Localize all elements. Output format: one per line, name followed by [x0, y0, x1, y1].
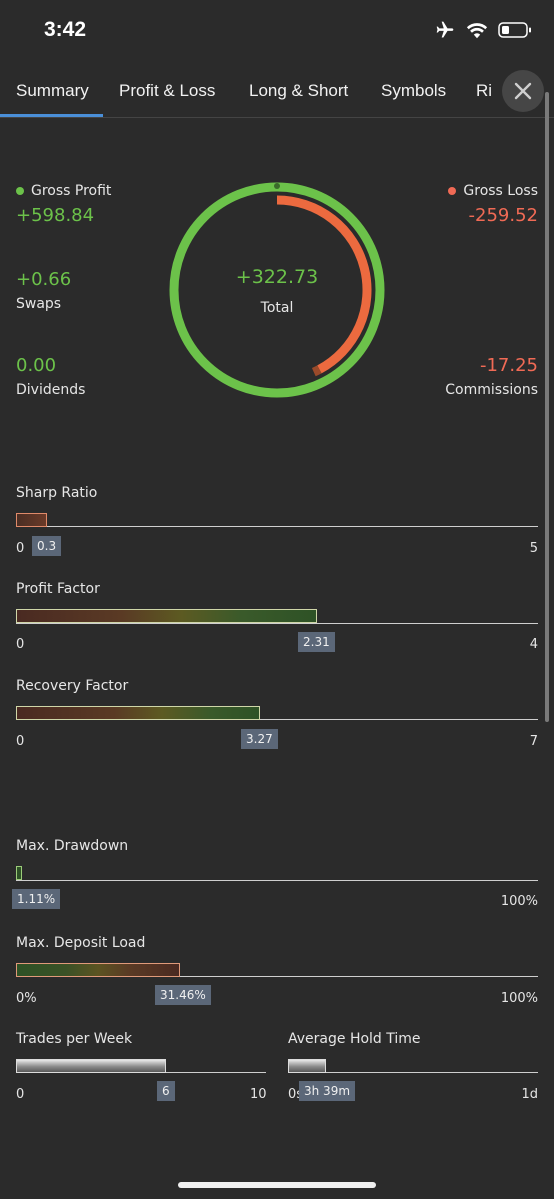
- max-drawdown-value-tag: 1.11%: [12, 889, 61, 909]
- max-deposit-load-title: Max. Deposit Load: [16, 935, 146, 951]
- max-drawdown-bar: [16, 866, 22, 880]
- trades-per-week-title: Trades per Week: [16, 1031, 133, 1047]
- status-icons: [434, 20, 532, 40]
- trades-per-week-value-tag: 6: [157, 1081, 175, 1101]
- dividends-value: 0.00: [16, 355, 57, 376]
- swaps-label: Swaps: [16, 296, 62, 312]
- tab-summary[interactable]: Summary: [16, 81, 89, 100]
- recovery-factor-title: Recovery Factor: [16, 678, 129, 694]
- avg-hold-time-max: 1d: [521, 1087, 538, 1102]
- gross-profit-label: Gross Profit: [31, 183, 112, 199]
- avg-hold-time-track: [288, 1072, 538, 1073]
- profit-loss-donut: [169, 182, 385, 398]
- home-indicator[interactable]: [178, 1182, 376, 1188]
- recovery-factor-bar: [16, 706, 260, 720]
- trades-per-week-max: 10: [250, 1087, 267, 1102]
- sharp-ratio-bar: [16, 513, 47, 527]
- tab-long-short[interactable]: Long & Short: [249, 81, 349, 100]
- recovery-factor-max: 7: [529, 734, 538, 749]
- scrollbar[interactable]: [545, 92, 549, 722]
- tab-symbols[interactable]: Symbols: [381, 81, 447, 100]
- recovery-factor-track: [16, 719, 538, 720]
- tab-bar: Summary Profit & Loss Long & Short Symbo…: [0, 60, 554, 118]
- gross-profit-legend: Gross Profit: [16, 183, 111, 199]
- commissions-label: Commissions: [445, 382, 538, 398]
- recovery-factor-value-tag: 3.27: [241, 729, 278, 749]
- profit-dot-icon: [16, 187, 24, 195]
- sharp-ratio-title: Sharp Ratio: [16, 485, 98, 501]
- trades-per-week-bar: [16, 1059, 166, 1073]
- donut-profit-cap: [274, 183, 280, 189]
- gross-profit-value: +598.84: [16, 205, 95, 226]
- recovery-factor-min: 0: [16, 734, 25, 749]
- active-tab-indicator: [0, 114, 103, 117]
- max-deposit-load-track: [16, 976, 538, 977]
- loss-dot-icon: [448, 187, 457, 195]
- max-drawdown-title: Max. Drawdown: [16, 838, 129, 854]
- total-value: +322.73: [235, 266, 319, 288]
- gross-loss-value: -259.52: [468, 205, 538, 226]
- avg-hold-time-value-tag: 3h 39m: [299, 1081, 356, 1101]
- profit-factor-value-tag: 2.31: [298, 632, 335, 652]
- profit-factor-min: 0: [16, 637, 25, 652]
- profit-factor-track: [16, 623, 538, 624]
- profit-factor-title: Profit Factor: [16, 581, 100, 597]
- total-label: Total: [260, 300, 294, 316]
- battery-icon: [498, 22, 531, 38]
- max-deposit-load-value-tag: 31.46%: [155, 985, 211, 1005]
- sharp-ratio-track: [16, 526, 538, 527]
- sharp-ratio-max: 5: [529, 541, 538, 556]
- profit-factor-max: 4: [529, 637, 538, 652]
- status-time: 3:42: [44, 18, 87, 41]
- trades-per-week-min: 0: [16, 1087, 25, 1102]
- sharp-ratio-min: 0: [16, 541, 25, 556]
- donut-loss-arc: [276, 195, 372, 374]
- max-deposit-load-max: 100%: [500, 991, 538, 1006]
- tab-profit-loss[interactable]: Profit & Loss: [119, 81, 216, 100]
- tab-divider: [0, 117, 554, 118]
- donut-profit-ring: [169, 182, 385, 398]
- tab-risks[interactable]: Ri: [476, 81, 493, 100]
- gross-loss-label: Gross Loss: [463, 183, 538, 199]
- max-deposit-load-bar: [16, 963, 180, 977]
- avg-hold-time-bar: [288, 1059, 326, 1073]
- max-drawdown-max: 100%: [500, 894, 538, 909]
- wifi-icon: [466, 23, 488, 39]
- max-deposit-load-min: 0%: [16, 991, 37, 1006]
- gross-loss-legend: Gross Loss: [448, 183, 538, 199]
- max-drawdown-track: [16, 880, 538, 881]
- avg-hold-time-title: Average Hold Time: [288, 1031, 421, 1047]
- swaps-value: +0.66: [16, 269, 72, 290]
- airplane-icon: [436, 21, 454, 38]
- dividends-label: Dividends: [16, 382, 86, 398]
- close-icon: [514, 82, 532, 100]
- sharp-ratio-value-tag: 0.3: [32, 536, 62, 556]
- donut-loss-arc-end: [311, 365, 322, 377]
- profit-factor-bar: [16, 609, 317, 623]
- close-button[interactable]: [502, 70, 544, 112]
- commissions-value: -17.25: [479, 355, 538, 376]
